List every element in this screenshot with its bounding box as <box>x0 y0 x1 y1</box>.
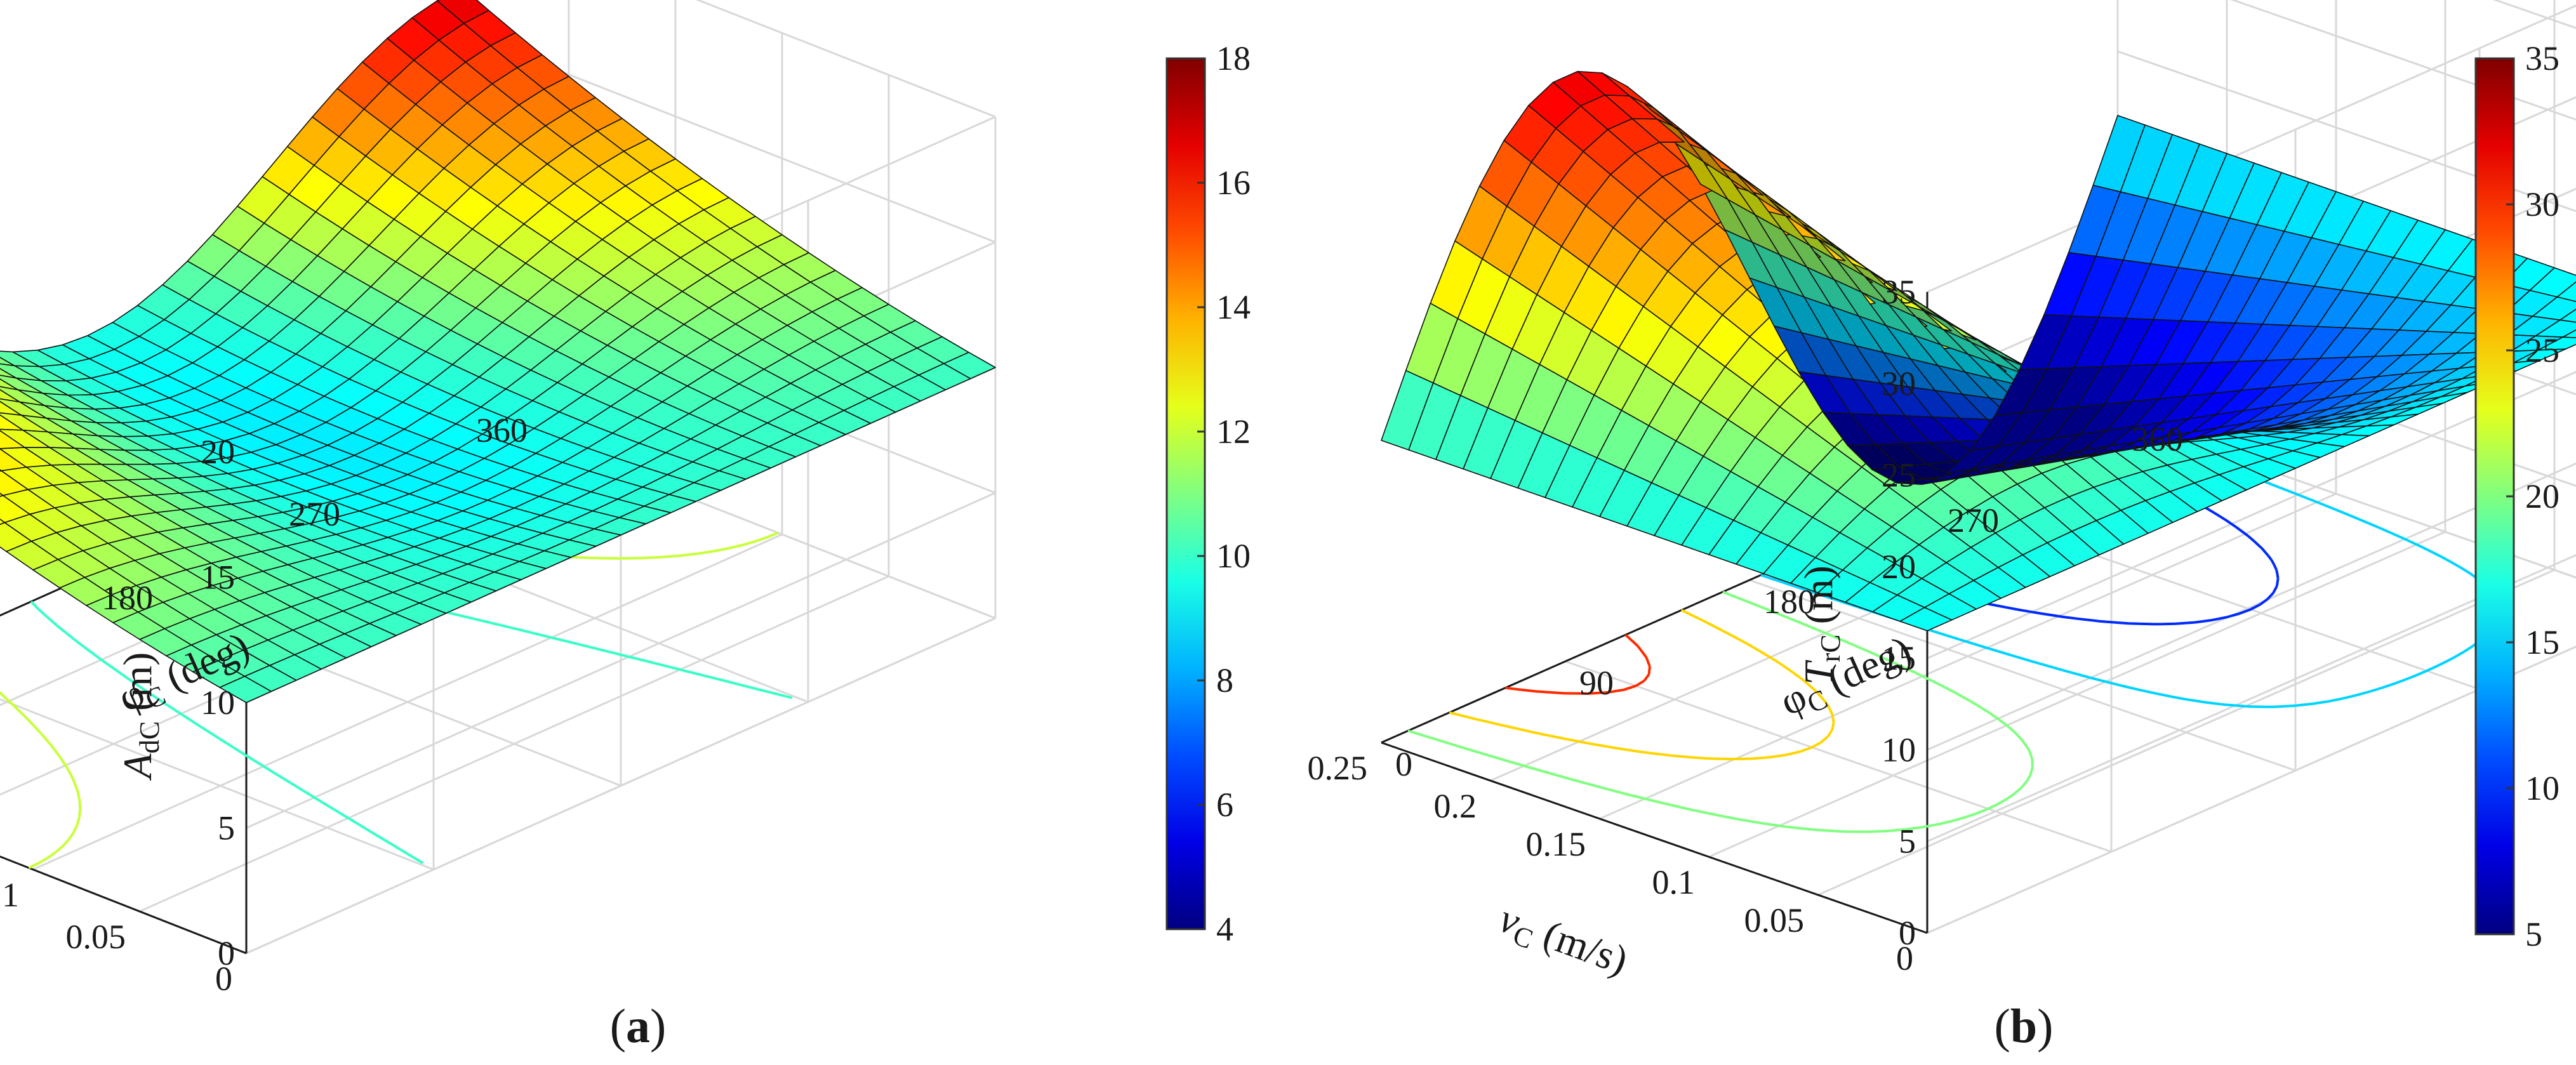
wall-grid-line <box>1927 553 2576 843</box>
colorbar-tick-label: 25 <box>2525 331 2559 369</box>
surface-patch <box>0 378 18 390</box>
y-tick-label: 90 <box>1579 664 1614 702</box>
x-tick-label: 0.1 <box>0 876 19 914</box>
y-tick-label: 270 <box>1948 501 1999 539</box>
colorbar-tick-label: 15 <box>2525 623 2559 661</box>
z-tick-label: 15 <box>1882 639 1916 677</box>
y-tick-label: 180 <box>1763 583 1815 621</box>
floor-contours <box>1407 421 2502 833</box>
z-axis-title-symbol: T <box>1796 659 1841 685</box>
floor-grid-line <box>0 698 434 871</box>
wall-grid-line <box>2230 0 2576 121</box>
wall-grid-line <box>695 0 996 118</box>
contour-line <box>1407 590 2034 833</box>
x-axis-line <box>1381 741 1928 934</box>
surface-patch <box>0 414 23 431</box>
z-tick-label: 10 <box>201 684 235 722</box>
colorbar-tick-label: 12 <box>1216 413 1251 451</box>
colorbar-tick-label: 30 <box>2525 185 2559 223</box>
x-axis-line <box>0 855 247 955</box>
wall-grid-line <box>1927 462 2576 751</box>
z-tick-label: 0 <box>218 934 235 972</box>
x-tick-label: 0 <box>215 960 232 998</box>
colorbar-tick-label: 35 <box>2525 39 2559 77</box>
z-tick-label: 0 <box>1899 914 1916 952</box>
colorbar-tick-label: 18 <box>1216 39 1251 77</box>
contour-line <box>1449 609 1835 760</box>
surface-patch <box>0 400 22 416</box>
x-tick-label: 0.1 <box>1652 863 1696 901</box>
contour-line <box>1505 633 1651 695</box>
x-tick-label: 0.05 <box>66 918 126 956</box>
colorbar-tick-label: 8 <box>1216 661 1233 699</box>
x-tick-label: 0.05 <box>1744 901 1805 939</box>
x-tick-label: 0.2 <box>1434 787 1477 825</box>
colorbar-tick-label: 4 <box>1216 910 1233 948</box>
z-tick-label: 35 <box>1882 273 1916 311</box>
x-axis-title-unit: (m/s) <box>1528 908 1633 982</box>
z-tick-label: 10 <box>1882 731 1916 769</box>
colorbar-tick-label: 14 <box>1216 288 1251 326</box>
z-tick-label: 15 <box>201 559 235 597</box>
z-tick-label: 20 <box>201 433 235 471</box>
colorbar <box>1167 58 1205 929</box>
y-tick-label: 180 <box>102 579 153 617</box>
floor-grid-line <box>1565 660 2112 853</box>
x-tick-label: 0 <box>1896 939 1913 977</box>
z-tick-label: 5 <box>218 809 235 847</box>
surface-patch <box>0 469 2 472</box>
wall-grid-line <box>1927 645 2576 934</box>
colorbar-tick-label: 5 <box>2525 915 2542 953</box>
wall-grid-line <box>246 492 996 829</box>
colorbar-tick-label: 20 <box>2525 477 2559 515</box>
surface <box>1381 70 2576 632</box>
z-axis-title-unit: (m) <box>115 652 160 721</box>
surface-patch <box>0 389 20 403</box>
y-tick-label: 270 <box>289 495 340 533</box>
floor-grid-line <box>1749 579 2296 772</box>
z-tick-label: 20 <box>1882 548 1916 586</box>
x-axis-title: vC (m/s) <box>1492 896 1633 988</box>
surface-patch <box>0 357 15 367</box>
surface-patch <box>0 367 17 379</box>
colorbar-frame <box>1165 57 1206 930</box>
surface-patch <box>0 448 27 472</box>
z-axis-title: TrC (m) <box>1796 566 1846 685</box>
y-tick-label: 360 <box>2132 420 2183 458</box>
z-tick-label: 30 <box>1882 364 1916 402</box>
z-tick-label: 5 <box>1899 823 1916 861</box>
surface <box>0 0 996 703</box>
surface-patch <box>0 519 6 526</box>
y-tick-label: 0 <box>1395 745 1412 783</box>
wall-grid-line <box>1927 371 2576 659</box>
colorbar-tick-label: 16 <box>1216 164 1251 202</box>
y-tick-label: 360 <box>476 411 528 449</box>
wall-grid-line <box>1927 4 2576 293</box>
x-tick-label: 0.25 <box>1308 749 1368 787</box>
panel-b-label: (b) <box>1995 1000 2054 1053</box>
surface-patch <box>1381 369 1434 451</box>
wall-grid-line <box>2117 50 2576 213</box>
panel-a-label: (a) <box>610 1000 667 1053</box>
z-axis-title-symbol: A <box>115 753 160 781</box>
z-tick-label: 25 <box>1882 456 1916 494</box>
surface-patch <box>0 493 4 497</box>
z-axis-title-unit: (m) <box>1796 566 1841 634</box>
tick-labels: 0 5 10 15 20 25 30 35 0 0.05 0.1 0.15 0.2 0.25 0 90 180 2… <box>1308 273 2184 977</box>
panel-b-chart: 0 5 10 15 20 25 30 35 0 0.05 0.1 0.15 0.2 0.25 0 90 180 2… <box>1308 0 2576 988</box>
z-axis-title: AdC (m) <box>115 652 165 781</box>
z-axis-title-subscript: dC <box>134 721 165 753</box>
surface-patch <box>0 430 25 449</box>
z-axis-title-subscript: rC <box>1815 634 1846 662</box>
wall-grid-line <box>246 617 996 955</box>
colorbar-tick-label: 6 <box>1216 786 1233 824</box>
colorbar-tick-label: 10 <box>1216 537 1251 575</box>
panel-a-chart: 0510152000.050.10.150.20.25090180270360A… <box>0 0 1251 998</box>
wall-grid-line <box>2492 0 2576 29</box>
colorbar-tick-label: 10 <box>2525 769 2559 807</box>
x-tick-label: 0.15 <box>1526 825 1586 863</box>
